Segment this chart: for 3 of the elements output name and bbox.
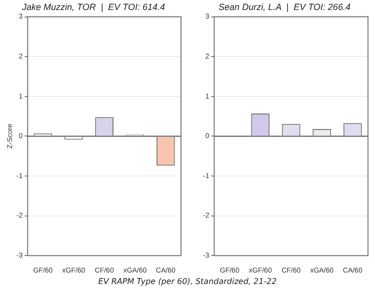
chart-title: Sean Durzi, L.A | EV TOI: 266.4 (218, 2, 350, 12)
chart-title: Jake Muzzin, TOR | EV TOI: 614.4 (20, 2, 166, 12)
x-axis-title: EV RAPM Type (per 60), Standardized, 21-22 (97, 277, 278, 286)
